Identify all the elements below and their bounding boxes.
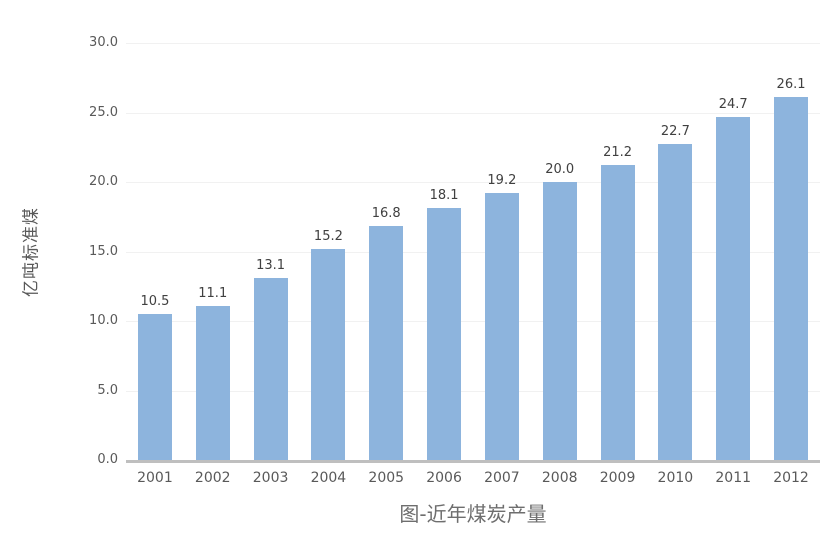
x-tick-label: 2001 xyxy=(137,470,173,486)
y-tick-label: 25.0 xyxy=(89,104,118,120)
x-tick-label: 2010 xyxy=(657,470,694,486)
gridline-y-5 xyxy=(126,390,820,392)
bar xyxy=(369,226,404,460)
bar xyxy=(542,182,577,460)
gridline-y-20 xyxy=(126,182,820,183)
bar-column-2006: 18.1 xyxy=(415,43,473,460)
bar-value-label: 10.5 xyxy=(140,294,170,310)
gridline-y-15 xyxy=(126,251,820,253)
bar-value-label: 21.2 xyxy=(603,145,633,161)
bar-value-label: 11.1 xyxy=(198,285,228,301)
x-tick-label: 2008 xyxy=(541,470,578,486)
x-tick-label: 2007 xyxy=(484,470,520,486)
y-tick-label: 15.0 xyxy=(89,243,118,259)
bars-container: 10.5 11.1 13.1 15.2 16.8 18.1 19.2 20.0 21.2 22.7… xyxy=(126,43,820,460)
bar-value-label: 20.0 xyxy=(545,162,575,177)
bar xyxy=(253,277,288,460)
y-tick-label: 0.0 xyxy=(97,452,118,467)
x-tick-label: 2004 xyxy=(310,470,347,486)
bar-value-label: 24.7 xyxy=(718,96,748,112)
bar-column-2011: 24.7 xyxy=(704,43,762,460)
bar-column-2008: 20.0 xyxy=(531,43,589,460)
bar-value-label: 16.8 xyxy=(371,206,401,222)
bar xyxy=(484,193,519,460)
bar-value-label: 22.7 xyxy=(660,124,690,140)
bar xyxy=(716,116,751,460)
bar-value-label: 19.2 xyxy=(487,173,517,189)
y-tick-label: 10.0 xyxy=(89,313,118,328)
gridline-y-25 xyxy=(126,112,820,114)
y-tick-label: 30.0 xyxy=(89,35,118,50)
y-tick-label: 5.0 xyxy=(97,382,118,398)
bar-value-label: 13.1 xyxy=(256,257,286,273)
bar-column-2005: 16.8 xyxy=(357,43,415,460)
bar-value-label: 26.1 xyxy=(776,77,806,93)
x-axis-tick-labels: 2001 2002 2003 2004 2005 2006 2007 2008 2009 2010… xyxy=(126,470,820,486)
bar-column-2012: 26.1 xyxy=(762,43,820,460)
bar xyxy=(195,305,230,460)
bar-column-2009: 21.2 xyxy=(589,43,647,460)
bar-column-2010: 22.7 xyxy=(646,43,704,460)
chart-title: 图-近年煤炭产量 xyxy=(399,502,547,526)
plot-area: 10.5 11.1 13.1 15.2 16.8 18.1 19.2 20.0 21.2 22.7… xyxy=(126,43,820,463)
bar-value-label: 15.2 xyxy=(313,228,343,244)
x-tick-label: 2002 xyxy=(194,470,231,486)
y-tick-label: 20.0 xyxy=(89,174,118,189)
bar-column-2007: 19.2 xyxy=(473,43,531,460)
bar-value-label: 18.1 xyxy=(429,188,459,204)
x-tick-label: 2003 xyxy=(252,470,289,486)
x-tick-label: 2009 xyxy=(599,470,636,486)
bar-column-2004: 15.2 xyxy=(299,43,357,460)
x-tick-label: 2005 xyxy=(368,470,405,486)
bar xyxy=(427,208,462,460)
gridline-y-30 xyxy=(126,43,820,44)
bar-column-2003: 13.1 xyxy=(242,43,300,460)
gridline-y-10 xyxy=(126,321,820,322)
bar-column-2002: 11.1 xyxy=(184,43,242,460)
bar-column-2001: 10.5 xyxy=(126,43,184,460)
x-tick-label: 2006 xyxy=(426,470,462,486)
bar xyxy=(137,314,172,460)
bar xyxy=(311,248,346,460)
bar xyxy=(600,165,635,460)
bar xyxy=(658,144,693,460)
x-tick-label: 2012 xyxy=(773,470,809,486)
x-tick-label: 2011 xyxy=(715,470,752,486)
bar xyxy=(774,97,809,460)
